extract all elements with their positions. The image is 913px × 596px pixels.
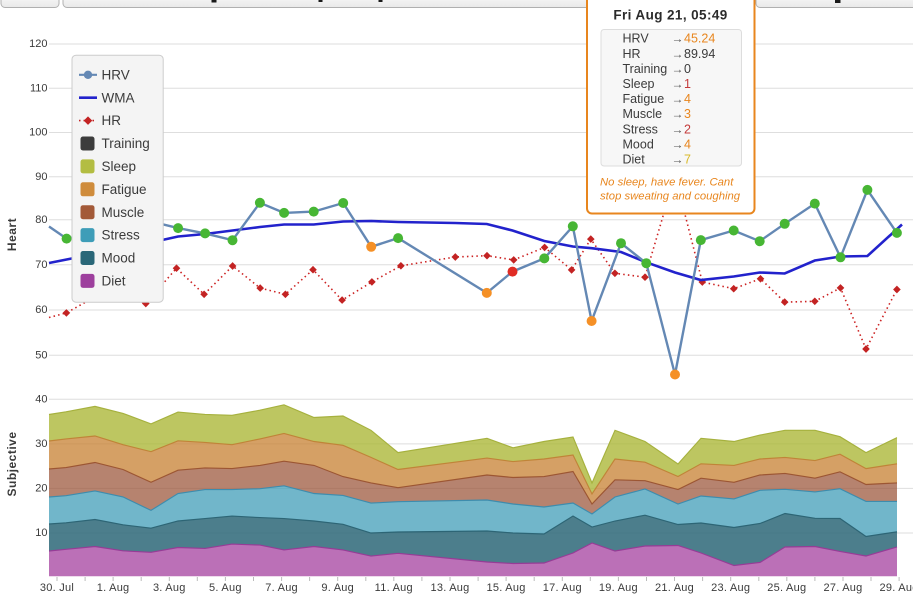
svg-text:→: → xyxy=(672,153,684,167)
svg-text:Diet: Diet xyxy=(102,274,126,289)
svg-text:7: 7 xyxy=(684,153,691,167)
svg-text:Mood: Mood xyxy=(102,251,136,266)
svg-text:HRV: HRV xyxy=(102,67,130,82)
svg-text:80: 80 xyxy=(35,214,47,226)
svg-text:HR: HR xyxy=(102,113,122,128)
svg-text:3: 3 xyxy=(684,107,691,121)
svg-text:→: → xyxy=(672,32,684,46)
svg-text:120: 120 xyxy=(29,38,47,50)
svg-text:Stress: Stress xyxy=(623,122,658,136)
svg-text:Diet: Diet xyxy=(623,153,646,167)
svg-text:1: 1 xyxy=(684,77,691,91)
svg-text:Subjective: Subjective xyxy=(5,431,19,496)
svg-text:50: 50 xyxy=(35,350,47,362)
svg-text:110: 110 xyxy=(30,82,48,94)
svg-text:70: 70 xyxy=(35,259,47,271)
svg-text:13. Aug: 13. Aug xyxy=(430,582,469,594)
svg-text:17. Aug: 17. Aug xyxy=(543,582,582,594)
svg-text:Stress: Stress xyxy=(102,228,141,243)
svg-text:19. Aug: 19. Aug xyxy=(599,582,638,594)
svg-text:Fri Aug 21, 05:49: Fri Aug 21, 05:49 xyxy=(613,8,727,23)
svg-text:HRV: HRV xyxy=(623,32,650,46)
svg-text:30. Jul: 30. Jul xyxy=(40,582,74,594)
svg-text:Muscle: Muscle xyxy=(102,205,145,220)
svg-text:Training: Training xyxy=(623,62,668,76)
svg-text:Fatigue: Fatigue xyxy=(102,182,147,197)
svg-text:20: 20 xyxy=(35,483,47,495)
svg-text:Sleep: Sleep xyxy=(102,159,137,174)
svg-text:→: → xyxy=(672,137,684,151)
svg-text:→: → xyxy=(672,77,684,91)
svg-text:30: 30 xyxy=(35,438,47,450)
svg-text:No sleep, have fever. Cant: No sleep, have fever. Cant xyxy=(600,177,734,189)
svg-text:90: 90 xyxy=(35,171,47,183)
svg-text:7. Aug: 7. Aug xyxy=(265,582,298,594)
svg-text:23. Aug: 23. Aug xyxy=(711,582,750,594)
svg-text:60: 60 xyxy=(35,304,47,316)
svg-text:→: → xyxy=(672,62,684,76)
svg-text:0: 0 xyxy=(684,62,691,76)
svg-text:5. Aug: 5. Aug xyxy=(209,582,242,594)
svg-text:Fatigue: Fatigue xyxy=(623,92,665,106)
svg-text:27. Aug: 27. Aug xyxy=(823,582,862,594)
svg-text:40: 40 xyxy=(35,394,47,406)
svg-text:2: 2 xyxy=(684,122,691,136)
svg-text:→: → xyxy=(672,122,684,136)
svg-text:9. Aug: 9. Aug xyxy=(321,582,354,594)
svg-text:HR: HR xyxy=(623,47,641,61)
svg-text:→: → xyxy=(672,47,684,61)
svg-text:15. Aug: 15. Aug xyxy=(487,582,526,594)
svg-text:100: 100 xyxy=(29,127,47,139)
svg-text:1. Aug: 1. Aug xyxy=(97,582,130,594)
svg-text:29. Aug: 29. Aug xyxy=(880,582,913,594)
svg-text:3. Aug: 3. Aug xyxy=(153,582,186,594)
svg-text:89.94: 89.94 xyxy=(684,47,715,61)
svg-text:25. Aug: 25. Aug xyxy=(767,582,806,594)
svg-text:Sleep: Sleep xyxy=(623,77,655,91)
svg-text:→: → xyxy=(672,92,684,106)
svg-text:10: 10 xyxy=(35,527,47,539)
svg-text:4: 4 xyxy=(684,137,691,151)
svg-text:Mood: Mood xyxy=(623,137,654,151)
svg-text:WMA: WMA xyxy=(102,90,135,105)
svg-text:45.24: 45.24 xyxy=(684,32,715,46)
svg-text:Muscle: Muscle xyxy=(623,107,663,121)
svg-text:Training: Training xyxy=(102,136,150,151)
svg-text:4: 4 xyxy=(684,92,691,106)
svg-text:Heart: Heart xyxy=(5,218,19,251)
svg-text:→: → xyxy=(672,107,684,121)
svg-text:11. Aug: 11. Aug xyxy=(375,582,413,594)
svg-text:stop sweating and coughing: stop sweating and coughing xyxy=(600,191,741,203)
svg-text:21. Aug: 21. Aug xyxy=(655,582,694,594)
